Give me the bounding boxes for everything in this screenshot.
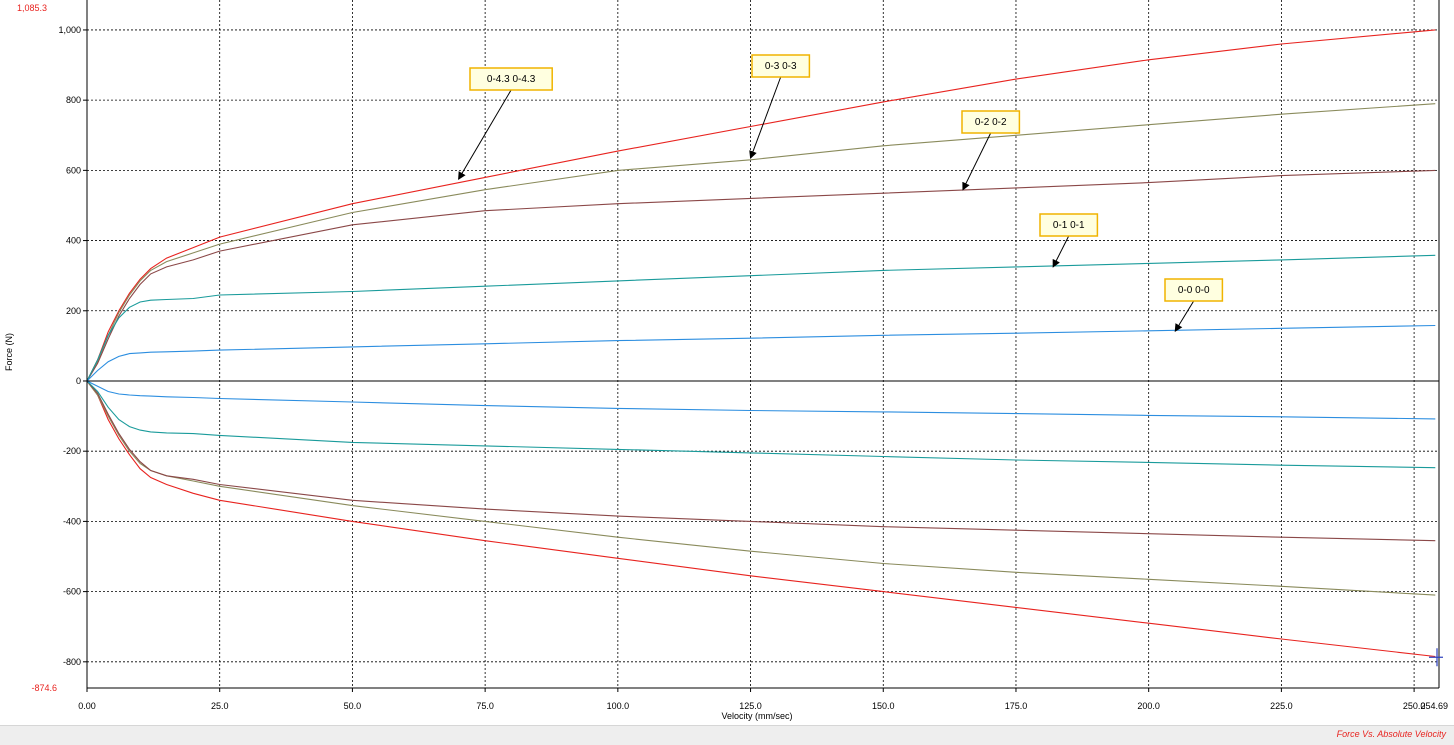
series-line-upper [86, 254, 1436, 382]
callout-label: 0-2 0-2 [975, 117, 1007, 128]
callout-arrow [1174, 300, 1195, 332]
callout-arrow [1052, 235, 1070, 268]
callout-box [961, 110, 1021, 134]
callout-arrow [962, 132, 992, 191]
x-axis-label: Velocity (mm/sec) [721, 711, 792, 721]
y-tick-label: 600 [66, 165, 81, 175]
y-tick-label: 800 [66, 95, 81, 105]
chart-caption: Force Vs. Absolute Velocity [1336, 729, 1446, 739]
y-tick-label: 1,000 [58, 25, 81, 35]
x-tick-label: 75.0 [476, 701, 494, 711]
series-line-upper [86, 29, 1436, 382]
series-line-upper [86, 324, 1436, 382]
callout-box [1039, 213, 1099, 237]
axes [86, 0, 1440, 689]
callout-label: 0-4.3 0-4.3 [487, 74, 536, 85]
callout-arrow [749, 76, 782, 160]
y-tick-label: 400 [66, 236, 81, 246]
plot-background [87, 0, 1439, 688]
y-tick-label: 200 [66, 306, 81, 316]
callout-layer: 0-4.3 0-4.3 0-3 0-3 0-2 0-2 0-1 0-1 0-0 0-0 [458, 54, 1224, 332]
y-max-label: 1,085.3 [17, 3, 47, 13]
y-tick-label: -800 [63, 657, 81, 667]
series-line-lower [86, 380, 1436, 596]
x-tick-label: 50.0 [344, 701, 362, 711]
series-line-lower [86, 380, 1436, 420]
y-min-label: -874.6 [31, 683, 57, 693]
series-layer [86, 29, 1436, 658]
callout-box [751, 54, 811, 78]
x-tick-label: 0.00 [78, 701, 96, 711]
x-tick-label: 125.0 [739, 701, 762, 711]
series-line-upper [86, 103, 1436, 382]
callout-box [469, 67, 553, 91]
callout-arrow [458, 89, 512, 180]
y-tick-label: -600 [63, 587, 81, 597]
x-tick-label: 175.0 [1005, 701, 1028, 711]
series-line-lower [86, 380, 1436, 469]
callout-label: 0-3 0-3 [765, 61, 797, 72]
y-tick-label: -200 [63, 446, 81, 456]
callout-box [1164, 278, 1224, 302]
tick-labels: 0.00 25.0 50.0 75.0 100.0 125.0 150.0 175.0 200.… [58, 25, 1425, 711]
series-line-lower [86, 380, 1436, 542]
status-bar: Force Vs. Absolute Velocity [0, 725, 1454, 745]
x-tick-label: 100.0 [607, 701, 630, 711]
x-tick-label: 250.0 [1403, 701, 1426, 711]
callout-label: 0-1 0-1 [1053, 220, 1085, 231]
callout-label: 0-0 0-0 [1178, 285, 1210, 296]
x-tick-label: 150.0 [872, 701, 895, 711]
x-tick-label: 25.0 [211, 701, 229, 711]
y-axis-label: Force (N) [4, 333, 14, 371]
chart: 0-4.3 0-4.30-3 0-30-2 0-20-1 0-10-0 0-0 … [4, 0, 1448, 721]
cursor-marker [1429, 648, 1443, 667]
y-tick-label: -400 [63, 516, 81, 526]
series-line-upper [86, 169, 1436, 382]
x-tick-label: 200.0 [1137, 701, 1160, 711]
y-tick-label: 0 [76, 376, 81, 386]
x-max-label: 254.69 [1420, 701, 1448, 711]
x-tick-label: 225.0 [1270, 701, 1293, 711]
series-line-lower [86, 380, 1436, 658]
